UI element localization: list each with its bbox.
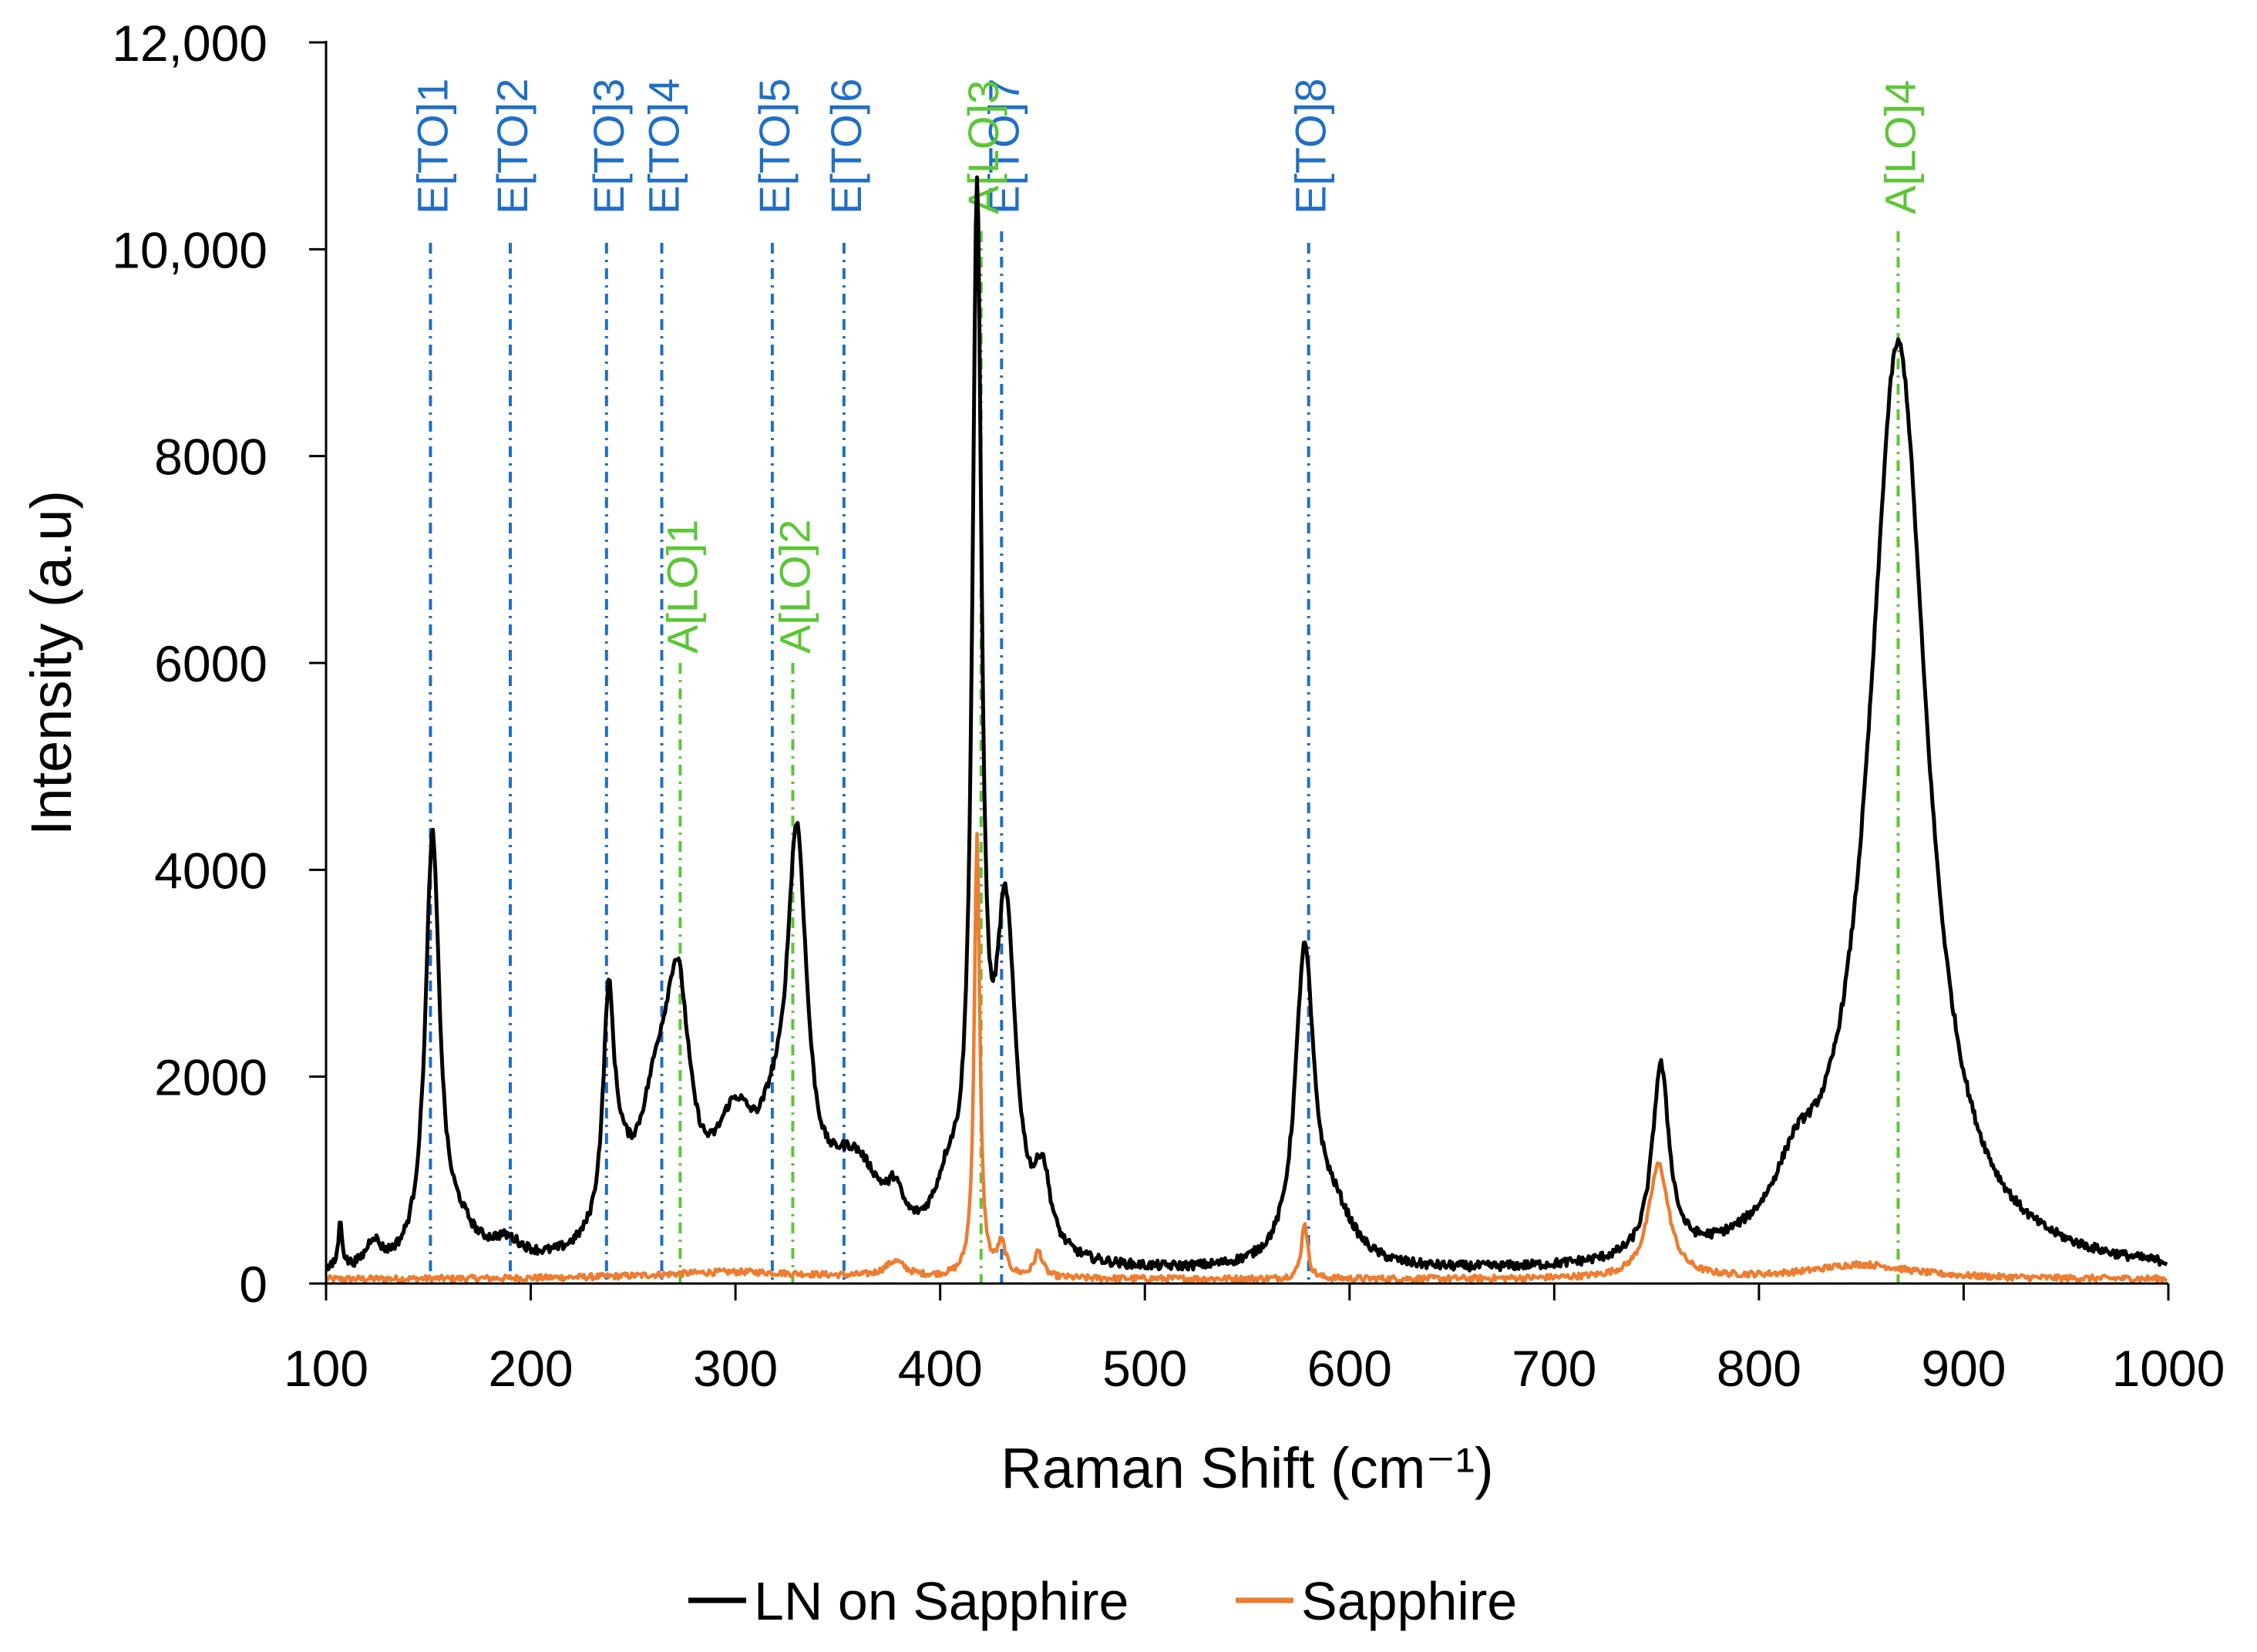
- x-tick-label: 200: [488, 1340, 573, 1397]
- reference-label-eto1: E[TO]1: [408, 79, 456, 214]
- legend-label-sapphire: Sapphire: [1301, 1571, 1517, 1631]
- reference-label-eto3: E[TO]3: [584, 79, 633, 214]
- x-tick-label: 100: [284, 1340, 368, 1397]
- x-tick-label: 600: [1307, 1340, 1392, 1397]
- x-tick-label: 800: [1717, 1340, 1801, 1397]
- x-tick-label: 900: [1921, 1340, 2006, 1397]
- x-tick-label: 400: [898, 1340, 983, 1397]
- axes: 0 2000 4000 6000 8000 10,000 12,000 100 200 300 40…: [112, 15, 2225, 1397]
- series-line-sapphire: [326, 832, 2168, 1284]
- y-axis-label: Intensity (a.u): [19, 490, 83, 836]
- x-tick-label: 700: [1512, 1340, 1596, 1397]
- y-tick-label: 10,000: [112, 221, 267, 278]
- y-tick-label: 2000: [154, 1049, 267, 1106]
- reference-label-eto5: E[TO]5: [750, 79, 799, 214]
- reference-label-eto7: E[TO]7: [979, 79, 1028, 214]
- x-axis-label: Raman Shift (cm⁻¹): [1001, 1436, 1493, 1500]
- y-tick-label: 0: [239, 1256, 267, 1313]
- y-tick-label: 6000: [154, 635, 267, 692]
- reference-label-eto6: E[TO]6: [822, 79, 870, 214]
- reference-label-eto4: E[TO]4: [640, 79, 688, 214]
- reference-label-eto2: E[TO]2: [488, 79, 536, 214]
- reference-label-alo3: A[LO]3: [959, 80, 1007, 214]
- series-line-ln-on-sapphire: [326, 175, 2168, 1273]
- y-tick-label: 8000: [154, 429, 267, 486]
- legend: LN on Sapphire Sapphire: [688, 1571, 1517, 1631]
- legend-label-ln: LN on Sapphire: [754, 1571, 1128, 1631]
- x-tick-label: 1000: [2112, 1340, 2225, 1397]
- reference-label-alo2: A[LO]2: [771, 520, 819, 654]
- reference-label-alo4: A[LO]4: [1876, 80, 1925, 214]
- y-tick-label: 12,000: [112, 15, 267, 72]
- reference-label-eto8: E[TO]8: [1287, 79, 1335, 214]
- x-tick-label: 500: [1102, 1340, 1187, 1397]
- y-tick-label: 4000: [154, 842, 267, 899]
- x-tick-label: 300: [693, 1340, 778, 1397]
- reference-label-alo1: A[LO]1: [658, 520, 706, 654]
- reference-lines: E[TO]1 E[TO]2 E[TO]3 E[TO]4 E[TO]5 E[TO]6 E[TO…: [408, 79, 1925, 1284]
- series-group: [326, 175, 2168, 1284]
